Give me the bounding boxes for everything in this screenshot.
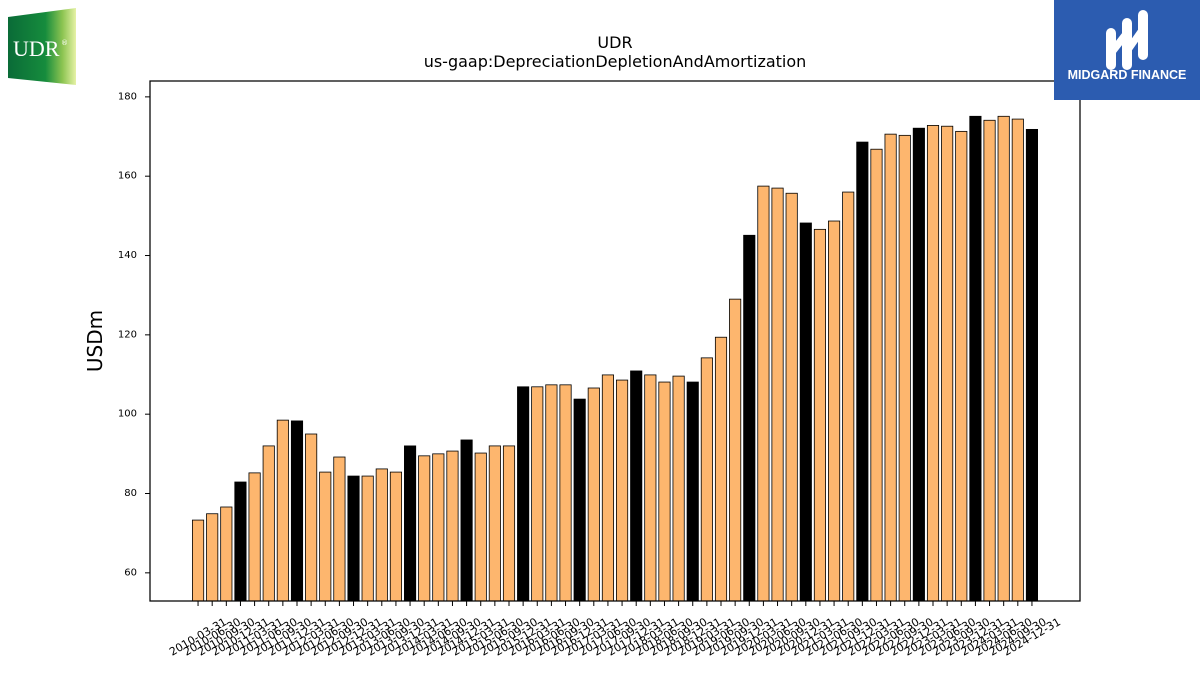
bar-2020-09-30 <box>785 192 798 602</box>
bar-2011-06-30 <box>262 445 275 602</box>
bar-2013-09-30 <box>389 471 402 602</box>
bar-2022-06-30 <box>884 133 897 602</box>
bar-2021-09-30 <box>842 191 855 602</box>
y-tick-label: 100 <box>118 409 137 420</box>
y-tick-label: 140 <box>118 250 137 261</box>
bar-2011-09-30 <box>276 419 289 602</box>
y-axis: 60 80 100 120 140 160 180 <box>118 91 150 578</box>
bar-2019-12-31 <box>743 234 756 602</box>
bar-2010-09-30 <box>220 506 233 602</box>
bar-2010-12-31 <box>234 481 247 602</box>
bar-2018-09-30 <box>672 375 685 602</box>
bar-2021-06-30 <box>828 220 841 602</box>
bar-2017-06-30 <box>601 374 614 602</box>
y-tick-label: 160 <box>118 171 137 182</box>
bar-2023-09-30 <box>955 130 968 602</box>
midgard-finance-logo: MIDGARD FINANCE <box>1054 0 1200 100</box>
bar-2010-06-30 <box>206 513 219 602</box>
bar-2012-03-31 <box>305 433 318 602</box>
y-tick-label: 120 <box>118 329 137 340</box>
midgard-m-icon <box>1106 10 1148 70</box>
bar-2018-12-31 <box>686 381 699 602</box>
bar-2020-03-31 <box>757 185 770 602</box>
bar-2022-03-31 <box>870 148 883 602</box>
bar-2010-03-31 <box>191 519 205 602</box>
udr-logo-panel <box>8 8 76 85</box>
bar-2017-12-31 <box>630 370 643 602</box>
bar-2012-12-31 <box>347 475 360 602</box>
bar-2013-12-31 <box>404 445 417 602</box>
midgard-logo-text: MIDGARD FINANCE <box>1067 68 1187 82</box>
bar-2020-06-30 <box>771 187 784 602</box>
bar-2016-06-30 <box>545 384 558 602</box>
bar-2014-06-30 <box>432 453 445 602</box>
bar-2022-09-30 <box>898 134 911 602</box>
udr-logo: UDR ® <box>8 8 76 85</box>
bar-2023-03-31 <box>926 125 940 602</box>
bar-2024-03-31 <box>983 119 996 602</box>
bar-2019-09-30 <box>729 298 742 602</box>
bar-2024-06-30 <box>997 115 1010 602</box>
bars-group <box>191 115 1039 602</box>
bar-2014-03-31 <box>418 455 431 602</box>
bar-2019-06-30 <box>714 336 728 602</box>
y-axis-label: USDm <box>83 310 107 372</box>
bar-2015-09-30 <box>502 445 516 602</box>
bar-2023-12-31 <box>969 115 982 602</box>
bar-2015-06-30 <box>488 445 501 602</box>
bar-2018-03-31 <box>644 374 657 602</box>
bar-2021-12-31 <box>856 141 869 602</box>
bar-2013-06-30 <box>375 468 388 602</box>
bar-2016-03-31 <box>531 386 544 602</box>
bar-2017-09-30 <box>616 379 629 602</box>
bar-2012-09-30 <box>333 456 346 602</box>
bar-2016-09-30 <box>559 384 572 602</box>
chart-subtitle: us-gaap:DepreciationDepletionAndAmortiza… <box>424 52 807 71</box>
bar-2015-12-31 <box>517 386 530 602</box>
y-tick-label: 60 <box>124 567 137 578</box>
bar-2015-03-31 <box>474 452 487 602</box>
y-tick-label: 80 <box>124 488 137 499</box>
bar-2016-12-31 <box>573 398 586 602</box>
bar-2017-03-31 <box>587 387 600 602</box>
bar-2020-12-31 <box>799 222 812 602</box>
bar-2022-12-31 <box>912 127 925 602</box>
bar-2024-09-30 <box>1011 118 1024 602</box>
udr-registered-mark: ® <box>61 39 68 47</box>
udr-logo-text: UDR <box>13 36 60 61</box>
bar-2013-03-31 <box>361 475 374 602</box>
bar-2011-03-31 <box>248 472 261 602</box>
chart-title: UDR <box>597 33 632 52</box>
plot-frame <box>149 80 1081 602</box>
y-tick-label: 180 <box>118 91 137 102</box>
bar-2011-12-31 <box>290 420 304 602</box>
bar-2012-06-30 <box>319 471 332 602</box>
bar-2023-06-30 <box>941 125 954 602</box>
bar-2014-09-30 <box>446 450 459 602</box>
bar-2014-12-31 <box>460 439 473 602</box>
bar-2018-06-30 <box>658 381 671 602</box>
bar-2024-12-31 <box>1025 128 1039 602</box>
bar-2019-03-31 <box>700 357 713 602</box>
bar-2021-03-31 <box>813 228 826 602</box>
x-axis: 2010-03-312010-06-302010-09-302010-12-31… <box>167 601 1063 659</box>
